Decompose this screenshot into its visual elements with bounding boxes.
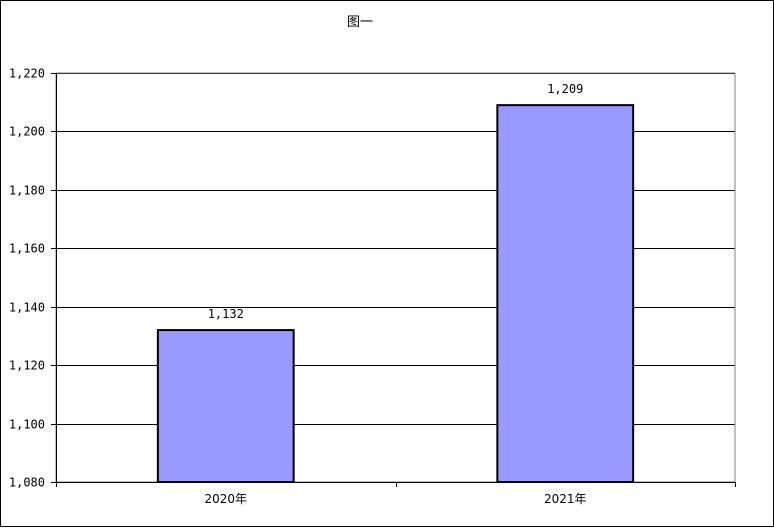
data-labels: 1,132 1,209: [208, 82, 584, 321]
x-tick-label-1: 2021年: [544, 492, 587, 506]
bar-1: [496, 104, 635, 483]
y-tick-label-1100: 1,100: [9, 418, 45, 432]
y-tick-label-1180: 1,180: [9, 184, 45, 198]
y-tick-label-1080: 1,080: [9, 476, 45, 490]
x-tick-labels: 2020年 2021年: [204, 492, 586, 506]
chart-title: 图一: [347, 15, 373, 30]
data-label-0: 1,132: [208, 307, 244, 321]
x-tick-label-0: 2020年: [204, 492, 247, 506]
y-tick-labels: 1,080 1,100 1,120 1,140 1,160 1,180 1,200 1,220: [9, 67, 45, 490]
y-tick-label-1200: 1,200: [9, 125, 45, 139]
y-tick-label-1220: 1,220: [9, 67, 45, 81]
y-tick-label-1140: 1,140: [9, 301, 45, 315]
data-label-1: 1,209: [547, 82, 583, 96]
bars: [156, 104, 635, 484]
y-tick-label-1120: 1,120: [9, 359, 45, 373]
y-tick-label-1160: 1,160: [9, 242, 45, 256]
bar-0: [156, 329, 295, 484]
axes: [51, 73, 736, 487]
